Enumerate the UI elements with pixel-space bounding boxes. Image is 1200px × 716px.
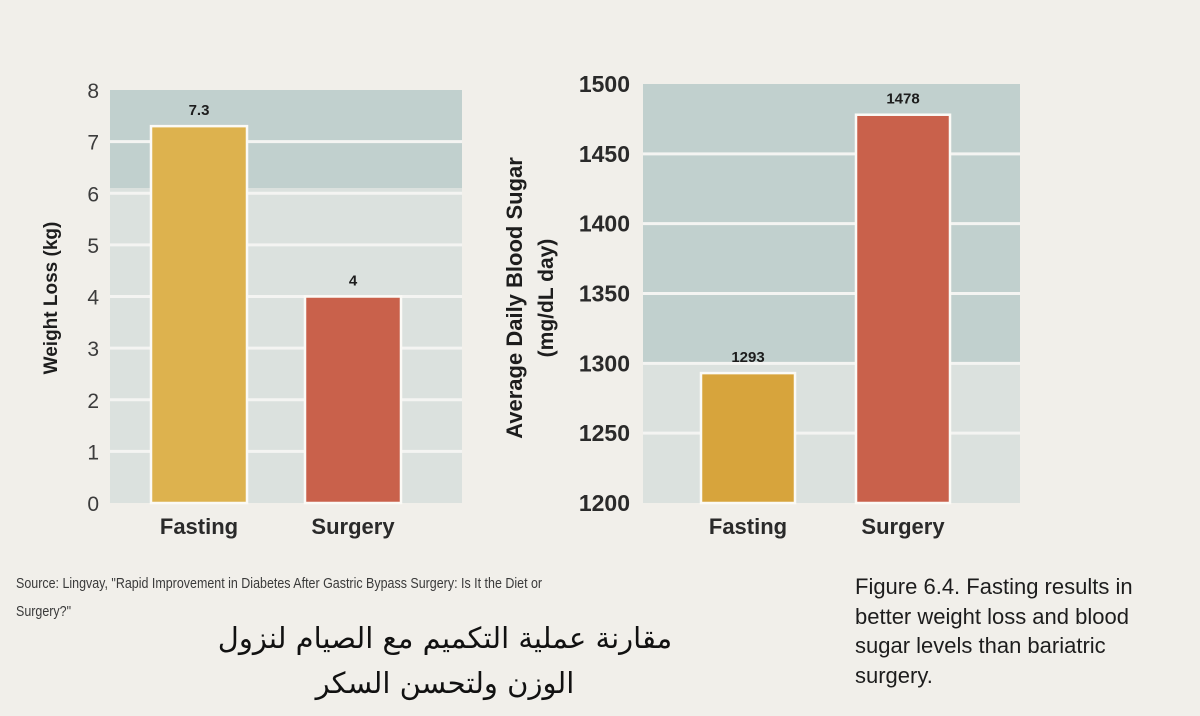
caption-line-1: Figure 6.4. Fasting results in: [855, 574, 1133, 599]
arabic-handwritten-note: مقارنة عملية التكميم مع الصيام لنزول الو…: [150, 616, 740, 706]
data-label: 1478: [886, 91, 919, 108]
y-axis-ticks: 0 1 2 3 4 5 6 7 8: [87, 80, 99, 516]
category-label: Surgery: [311, 514, 395, 539]
data-labels: 7.34: [189, 102, 358, 289]
source-note: Source: Lingvay, "Rapid Improvement in D…: [16, 570, 609, 626]
gridlines: [643, 152, 1020, 435]
y-tick-label: 1300: [579, 350, 630, 376]
y-axis-ticks: 1200 1250 1300 1350 1400 1450 1500: [579, 71, 630, 516]
y-tick-label: 1200: [579, 490, 630, 516]
category-label: Surgery: [861, 514, 945, 539]
category-labels: Fasting Surgery: [160, 514, 395, 539]
bars: [149, 124, 403, 505]
y-tick-label: 1: [87, 441, 99, 464]
y-tick-label: 1350: [579, 281, 630, 307]
y-tick-label: 4: [87, 287, 99, 310]
bars: [699, 113, 952, 505]
caption-line-2: better weight loss and blood: [855, 603, 1129, 629]
y-tick-label: 1250: [579, 420, 630, 446]
y-tick-label: 5: [87, 235, 99, 258]
y-tick-label: 1500: [579, 71, 630, 97]
category-labels: Fasting Surgery: [709, 514, 945, 539]
y-axis-label: Weight Loss (kg): [41, 222, 62, 375]
bar-fasting: [699, 371, 797, 505]
y-tick-label: 0: [87, 493, 99, 516]
source-line-1: Source: Lingvay, "Rapid Improvement in D…: [16, 576, 543, 592]
y-axis-label-line1: Average Daily Blood Sugar: [502, 157, 527, 439]
data-label: 7.3: [189, 102, 210, 119]
blood-sugar-chart: 1200 1250 1300 1350 1400 1450 1500 1293 1478 Fa…: [502, 71, 1020, 539]
arabic-line-2: الوزن ولتحسن السكر: [315, 666, 575, 700]
data-labels: 1293 1478: [731, 91, 919, 366]
category-label: Fasting: [160, 514, 238, 539]
y-tick-label: 7: [87, 132, 99, 155]
bar-fasting: [149, 124, 249, 505]
y-tick-label: 6: [87, 183, 99, 206]
source-line-2: Surgery?": [16, 604, 72, 620]
figure-caption: Figure 6.4. Fasting results in better we…: [855, 572, 1195, 690]
category-label: Fasting: [709, 514, 787, 539]
y-tick-label: 3: [87, 338, 99, 361]
data-label: 1293: [731, 349, 764, 366]
data-label: 4: [349, 273, 358, 290]
caption-line-4: surgery.: [855, 662, 933, 688]
bar-surgery: [303, 295, 403, 505]
caption-line-3: sugar levels than bariatric: [855, 633, 1106, 658]
arabic-line-1: مقارنة عملية التكميم مع الصيام لنزول: [217, 621, 673, 655]
y-axis-label-line2: (mg/dL day): [535, 239, 558, 358]
y-tick-label: 2: [87, 390, 99, 413]
y-tick-label: 8: [87, 80, 99, 103]
y-tick-label: 1450: [579, 141, 630, 167]
y-tick-label: 1400: [579, 211, 630, 237]
bar-surgery: [854, 113, 952, 505]
